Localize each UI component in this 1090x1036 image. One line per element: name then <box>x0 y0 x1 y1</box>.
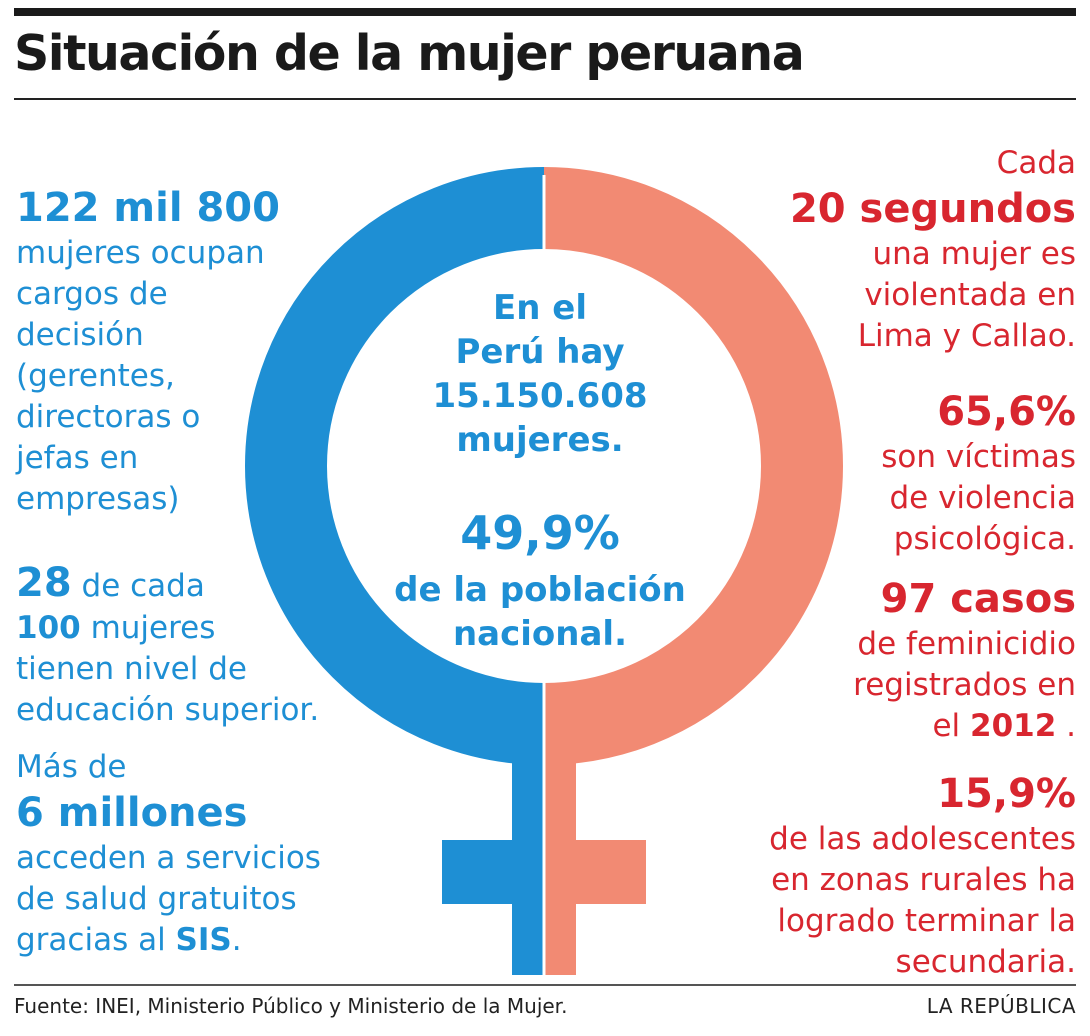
stat-line: de salud gratuitos <box>16 881 297 917</box>
stat-line: psicológica. <box>893 521 1076 557</box>
stat-line: secundaria. <box>895 944 1076 980</box>
stat-text: . <box>1056 708 1076 744</box>
stat-figure: 97 casos <box>880 576 1076 622</box>
stat-violence-frequency: Cada 20 segundos una mujer es violentada… <box>790 143 1076 357</box>
stat-emphasis: 2012 <box>970 708 1057 744</box>
top-bar <box>14 8 1076 16</box>
stat-line: el 2012 . <box>853 706 1076 747</box>
stat-line: Cada <box>996 145 1076 181</box>
stat-line: educación superior. <box>16 692 320 728</box>
venus-left-half <box>245 167 544 975</box>
stat-decision-positions: 122 mil 800 mujeres ocupan cargos de dec… <box>16 183 280 520</box>
venus-right-half <box>544 167 843 975</box>
stat-line: 28 de cada <box>16 558 319 608</box>
stat-higher-education: 28 de cada 100 mujeres tienen nivel de e… <box>16 558 319 731</box>
stat-line: tienen nivel de <box>16 651 247 687</box>
page-title: Situación de la mujer peruana <box>14 25 805 82</box>
center-line: de la población <box>394 570 686 610</box>
stat-line: decisión <box>16 317 144 353</box>
stat-figure: 100 <box>16 610 81 646</box>
stat-line: Más de <box>16 749 127 785</box>
stat-figure: 122 mil 800 <box>16 185 280 231</box>
stat-line: (gerentes, <box>16 358 175 394</box>
stat-health-services: Más de 6 millones acceden a servicios de… <box>16 747 321 961</box>
stat-line: registrados en <box>853 667 1076 703</box>
stat-text: el <box>932 708 970 744</box>
stat-text: mujeres <box>80 610 216 646</box>
title-divider <box>14 98 1076 100</box>
stat-line: violentada en <box>864 277 1076 313</box>
stat-line: jefas en <box>16 440 139 476</box>
stat-figure: 6 millones <box>16 790 248 836</box>
publisher-brand: LA REPÚBLICA <box>926 994 1076 1018</box>
stat-rural-secondary: 15,9% de las adolescentes en zonas rural… <box>769 769 1076 983</box>
stat-femicide: 97 casos de feminicidio registrados en e… <box>853 574 1076 747</box>
stat-line: gracias al SIS. <box>16 920 321 961</box>
stat-line: en zonas rurales ha <box>771 862 1076 898</box>
source-credit: Fuente: INEI, Ministerio Público y Minis… <box>14 994 568 1018</box>
footer-divider <box>14 984 1076 986</box>
center-national: de la población nacional. <box>382 568 698 656</box>
stat-emphasis: SIS <box>175 922 232 958</box>
stat-line: empresas) <box>16 481 180 517</box>
center-population: En el Perú hay 15.150.608 mujeres. <box>382 286 698 462</box>
stat-line: acceden a servicios <box>16 840 321 876</box>
stat-line: directoras o <box>16 399 201 435</box>
stat-text: . <box>231 922 242 958</box>
stat-line: de feminicidio <box>857 626 1076 662</box>
stat-figure: 65,6% <box>937 389 1076 435</box>
stat-text: de cada <box>71 568 205 604</box>
center-line: nacional. <box>452 614 628 654</box>
stat-figure: 28 <box>16 560 72 606</box>
stat-figure: 15,9% <box>937 771 1076 817</box>
stat-line: mujeres ocupan <box>16 235 265 271</box>
stat-line: de las adolescentes <box>769 821 1076 857</box>
center-line: Perú hay <box>455 332 625 372</box>
center-line: En el <box>493 288 587 328</box>
stat-text: gracias al <box>16 922 176 958</box>
center-line: 15.150.608 <box>432 376 648 416</box>
center-percentage: 49,9% <box>460 506 620 560</box>
stat-line: cargos de <box>16 276 168 312</box>
stat-psychological-violence: 65,6% son víctimas de violencia psicológ… <box>881 387 1076 560</box>
stat-line: 100 mujeres <box>16 608 319 649</box>
stat-line: Lima y Callao. <box>857 318 1076 354</box>
stat-figure: 20 segundos <box>789 186 1076 232</box>
center-line: mujeres. <box>456 420 624 460</box>
stat-line: son víctimas <box>881 439 1076 475</box>
stat-line: de violencia <box>889 480 1076 516</box>
stat-line: logrado terminar la <box>777 903 1076 939</box>
stat-line: una mujer es <box>872 236 1077 272</box>
